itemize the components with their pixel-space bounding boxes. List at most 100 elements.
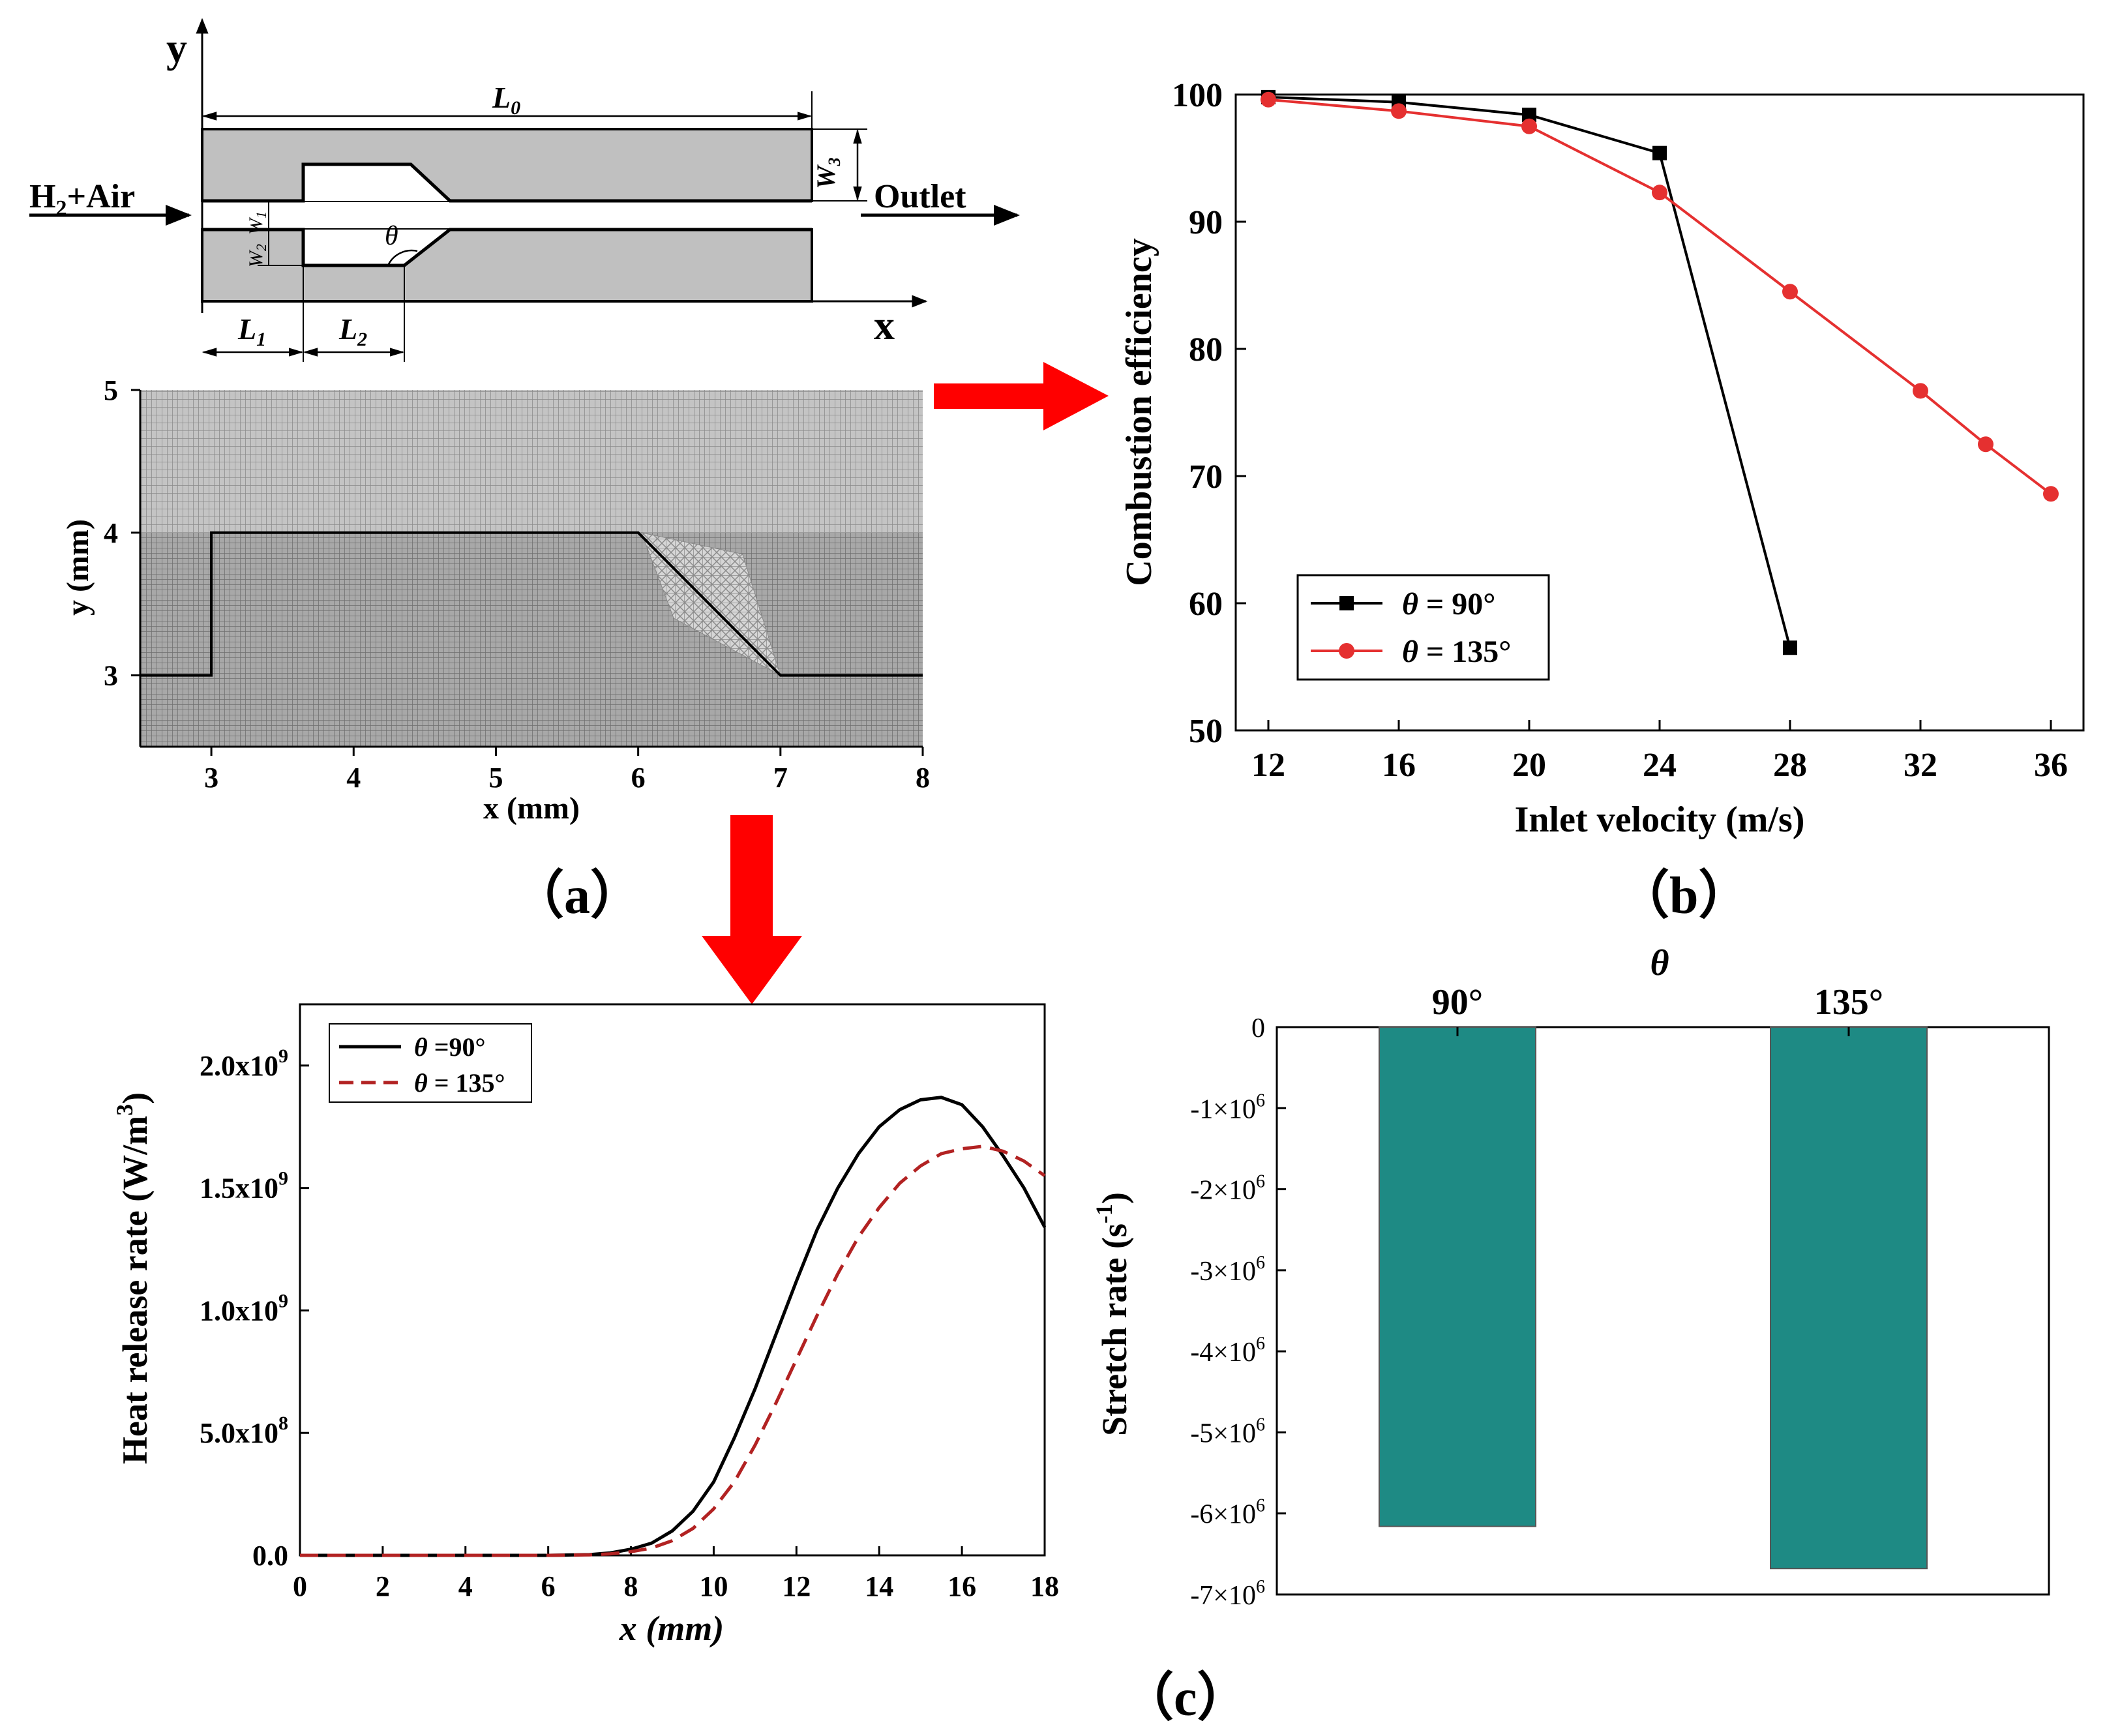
svg-text:L0: L0	[492, 81, 520, 119]
mesh-y-tick-label: 5	[104, 374, 118, 406]
efficiency-y-tick-label: 90	[1189, 204, 1223, 241]
arrow-right	[934, 362, 1109, 430]
dimension-W1-W2: W1 W2	[245, 201, 303, 267]
stretch-frame	[1276, 1026, 2050, 1596]
mesh-x-tick-label: 6	[631, 762, 646, 794]
efficiency-y-tick-label: 100	[1172, 77, 1223, 114]
efficiency-x-tick-label: 36	[2034, 747, 2068, 784]
mesh-x-tick-label: 8	[916, 762, 930, 794]
schematic-y-label: y	[166, 25, 187, 71]
dimension-L0: L0	[202, 81, 813, 129]
legend-label: θ = 135°	[414, 1068, 505, 1098]
mesh-x-axis-label: x (mm)	[483, 791, 580, 826]
heat-x-tick-label: 0	[293, 1570, 307, 1602]
cavity-lower-outline	[202, 228, 812, 267]
dimension-L1-L2: L1 L2	[202, 265, 405, 362]
efficiency-y-tick-label: 80	[1189, 331, 1223, 368]
stretch-y-tick-label: 0	[1251, 1013, 1265, 1043]
svg-text:H2+Air: H2+Air	[29, 178, 135, 220]
legend-label: θ = 90°	[1402, 587, 1495, 621]
efficiency-marker	[1782, 284, 1798, 300]
stretch-category-label: 135°	[1814, 982, 1883, 1023]
heat-y-tick-label: 2.0x109	[200, 1045, 288, 1082]
theta-angle-marker: θ	[385, 221, 418, 266]
heat-series-line	[300, 1096, 1047, 1557]
stretch-title: θ	[1650, 943, 1669, 983]
heat-y-tick-label: 5.0x108	[200, 1413, 288, 1449]
efficiency-marker	[1978, 436, 1993, 453]
efficiency-y-tick-label: 50	[1189, 713, 1223, 750]
svg-text:W2: W2	[245, 244, 269, 267]
svg-text:Outlet: Outlet	[874, 178, 966, 215]
arrow-down	[702, 815, 802, 1004]
stretch-y-tick-label: -2×106	[1190, 1172, 1265, 1206]
heat-x-tick-label: 4	[458, 1570, 473, 1602]
efficiency-x-tick-label: 28	[1773, 747, 1807, 784]
svg-text:W1: W1	[245, 211, 269, 235]
efficiency-y-axis-label: Combustion efficiency	[1119, 238, 1159, 586]
heat-x-tick-label: 10	[699, 1570, 728, 1602]
schematic-x-label: x	[874, 302, 895, 348]
efficiency-x-tick-label: 16	[1382, 747, 1416, 784]
efficiency-marker	[1261, 91, 1276, 108]
efficiency-x-tick-label: 20	[1512, 747, 1546, 784]
mesh-x-tick-label: 4	[346, 762, 361, 794]
mesh-upper-region	[140, 390, 923, 533]
heat-x-tick-label: 16	[948, 1570, 976, 1602]
efficiency-x-tick-label: 12	[1251, 747, 1285, 784]
efficiency-marker	[1522, 108, 1536, 123]
efficiency-marker	[1391, 103, 1407, 119]
dimension-W3: W3	[811, 128, 867, 202]
svg-text:L1: L1	[237, 312, 266, 350]
mesh-y-tick-label: 3	[104, 660, 118, 692]
stretch-y-tick-label: -7×106	[1190, 1577, 1265, 1611]
efficiency-marker	[1521, 118, 1537, 134]
panel-label-b: （b）	[1617, 867, 1751, 925]
legend-marker	[1339, 596, 1354, 610]
heat-x-tick-label: 6	[541, 1570, 556, 1602]
stretch-y-tick-label: -4×106	[1190, 1334, 1265, 1368]
svg-text:L2: L2	[338, 312, 367, 350]
heat-series-line	[300, 1145, 1046, 1557]
efficiency-y-tick-label: 60	[1189, 586, 1223, 623]
heat-y-tick-label: 1.5x109	[200, 1168, 288, 1205]
efficiency-marker	[1652, 185, 1667, 201]
efficiency-x-tick-label: 24	[1643, 747, 1677, 784]
stretch-y-tick-label: -6×106	[1190, 1496, 1265, 1530]
heat-x-tick-label: 18	[1030, 1570, 1059, 1602]
inlet-arrow: H2+Air	[29, 178, 192, 226]
panel-label-a: （a）	[512, 867, 642, 925]
mesh-y-tick-label: 4	[104, 517, 118, 549]
stretch-rate-chart: 0 -1×106 -2×106 -3×106 -4×106 -5×106 -6×106 -7×…	[1091, 943, 2050, 1611]
heat-x-tick-label: 14	[865, 1570, 893, 1602]
mesh-y-axis-label: y (mm)	[61, 519, 95, 616]
stretch-bar	[1770, 1026, 1928, 1570]
efficiency-marker	[1783, 640, 1797, 655]
stretch-y-axis-label: Stretch rate (s-1)	[1091, 1192, 1134, 1436]
stretch-y-tick-label: -1×106	[1190, 1090, 1265, 1124]
efficiency-x-axis-label: Inlet velocity (m/s)	[1515, 800, 1805, 840]
heat-x-tick-label: 2	[376, 1570, 390, 1602]
stretch-category-label: 90°	[1432, 982, 1483, 1023]
heat-y-axis-label: Heat release rate (W/m3)	[112, 1092, 155, 1464]
heat-y-tick-label: 0.0	[252, 1540, 288, 1572]
efficiency-x-tick-label: 32	[1904, 747, 1937, 784]
efficiency-marker	[1913, 383, 1928, 399]
efficiency-series-line	[1268, 98, 2052, 495]
mesh-x-tick-label: 5	[488, 762, 503, 794]
panel-label-c: （c）	[1122, 1669, 1249, 1727]
outlet-arrow: Outlet	[861, 178, 1020, 226]
efficiency-chart: 12 16 20 24 28 32 36 50 60 70 80 90 100 θ = 90° θ = 13…	[1119, 77, 2085, 840]
channel-upper-wall	[201, 128, 813, 202]
efficiency-legend	[1296, 574, 1550, 681]
legend-label: θ = 135°	[1402, 635, 1511, 669]
efficiency-marker	[2043, 486, 2059, 502]
mesh-lower-region	[140, 532, 923, 747]
channel-cavity	[303, 164, 450, 265]
stretch-y-tick-label: -5×106	[1190, 1414, 1265, 1448]
heat-x-axis-label: x (mm)	[619, 1609, 724, 1648]
efficiency-marker	[1652, 145, 1667, 160]
mesh-x-tick-label: 7	[773, 762, 788, 794]
